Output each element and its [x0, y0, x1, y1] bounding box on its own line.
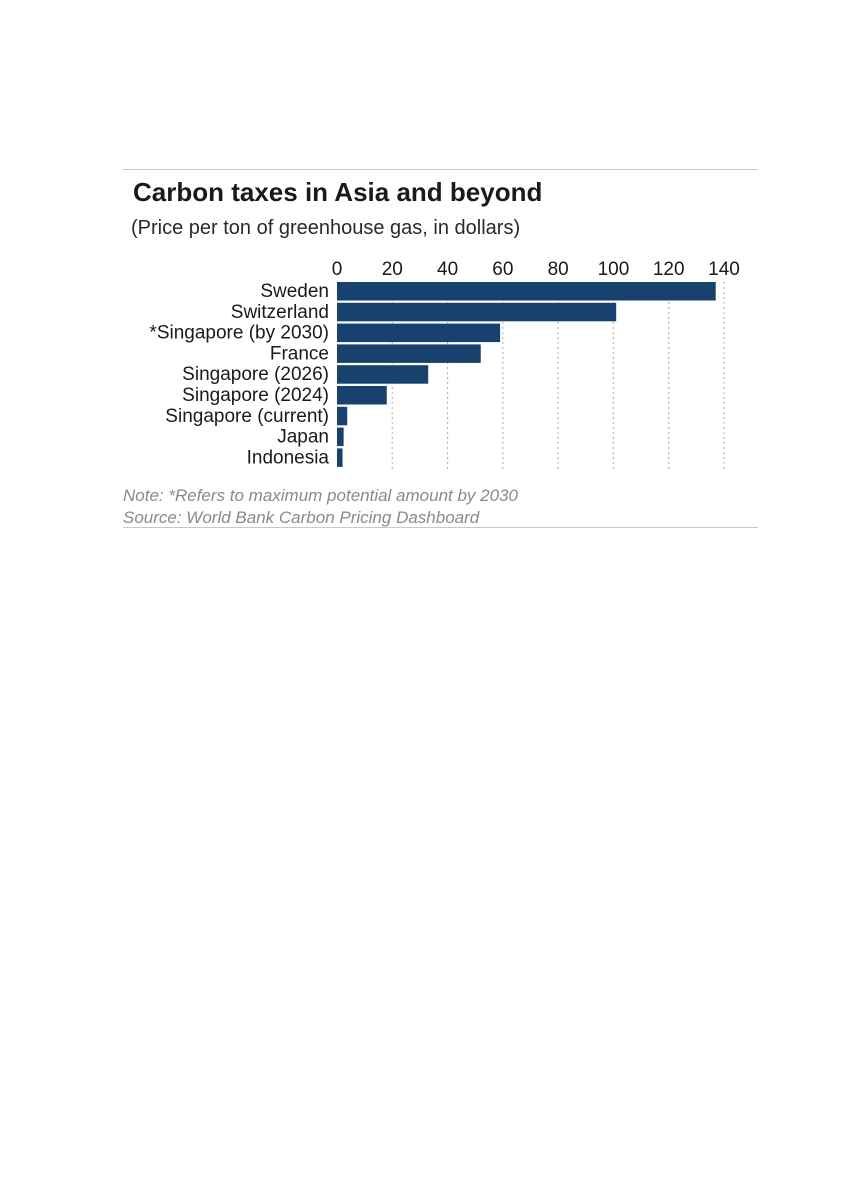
bar-0	[337, 282, 716, 301]
x-tick-label: 0	[332, 259, 343, 280]
note-text: Note: *Refers to maximum potential amoun…	[123, 486, 518, 505]
category-label: Sweden	[260, 281, 329, 302]
top-divider	[123, 169, 758, 170]
category-label: France	[270, 343, 329, 364]
chart-figure: Carbon taxes in Asia and beyond (Price p…	[123, 169, 758, 528]
chart-subtitle: (Price per ton of greenhouse gas, in dol…	[131, 217, 521, 239]
bar-2	[337, 323, 501, 343]
bar-chart: 0 20 40 60 80 100 120 140 SwedenSwitzerland*Sin…	[149, 259, 740, 470]
category-label: *Singapore (by 2030)	[149, 323, 329, 344]
category-label: Japan	[277, 427, 329, 448]
source-text: Source: World Bank Carbon Pricing Dashbo…	[123, 508, 480, 527]
x-tick-label: 80	[548, 259, 569, 280]
category-label: Switzerland	[231, 302, 329, 323]
bottom-divider	[123, 527, 758, 528]
bar-3	[337, 344, 481, 363]
bars	[337, 282, 716, 467]
x-tick-label: 20	[382, 259, 403, 280]
bar-5	[337, 386, 387, 405]
x-tick-label: 60	[492, 259, 513, 280]
bar-7	[337, 427, 344, 447]
x-tick-label: 40	[437, 259, 458, 280]
x-axis-ticks: 0 20 40 60 80 100 120 140	[332, 259, 740, 280]
bar-4	[337, 365, 429, 384]
x-tick-label: 120	[653, 259, 685, 280]
category-label: Indonesia	[247, 447, 330, 468]
bar-6	[337, 406, 348, 426]
chart-footnote: Note: *Refers to maximum potential amoun…	[123, 485, 518, 529]
category-label: Singapore (2024)	[182, 385, 329, 406]
category-label: Singapore (2026)	[182, 364, 329, 385]
x-tick-label: 100	[598, 259, 630, 280]
category-label: Singapore (current)	[165, 406, 329, 427]
chart-title: Carbon taxes in Asia and beyond	[133, 177, 543, 207]
x-tick-label: 140	[708, 259, 740, 280]
bar-8	[337, 448, 343, 467]
bar-1	[337, 302, 617, 322]
